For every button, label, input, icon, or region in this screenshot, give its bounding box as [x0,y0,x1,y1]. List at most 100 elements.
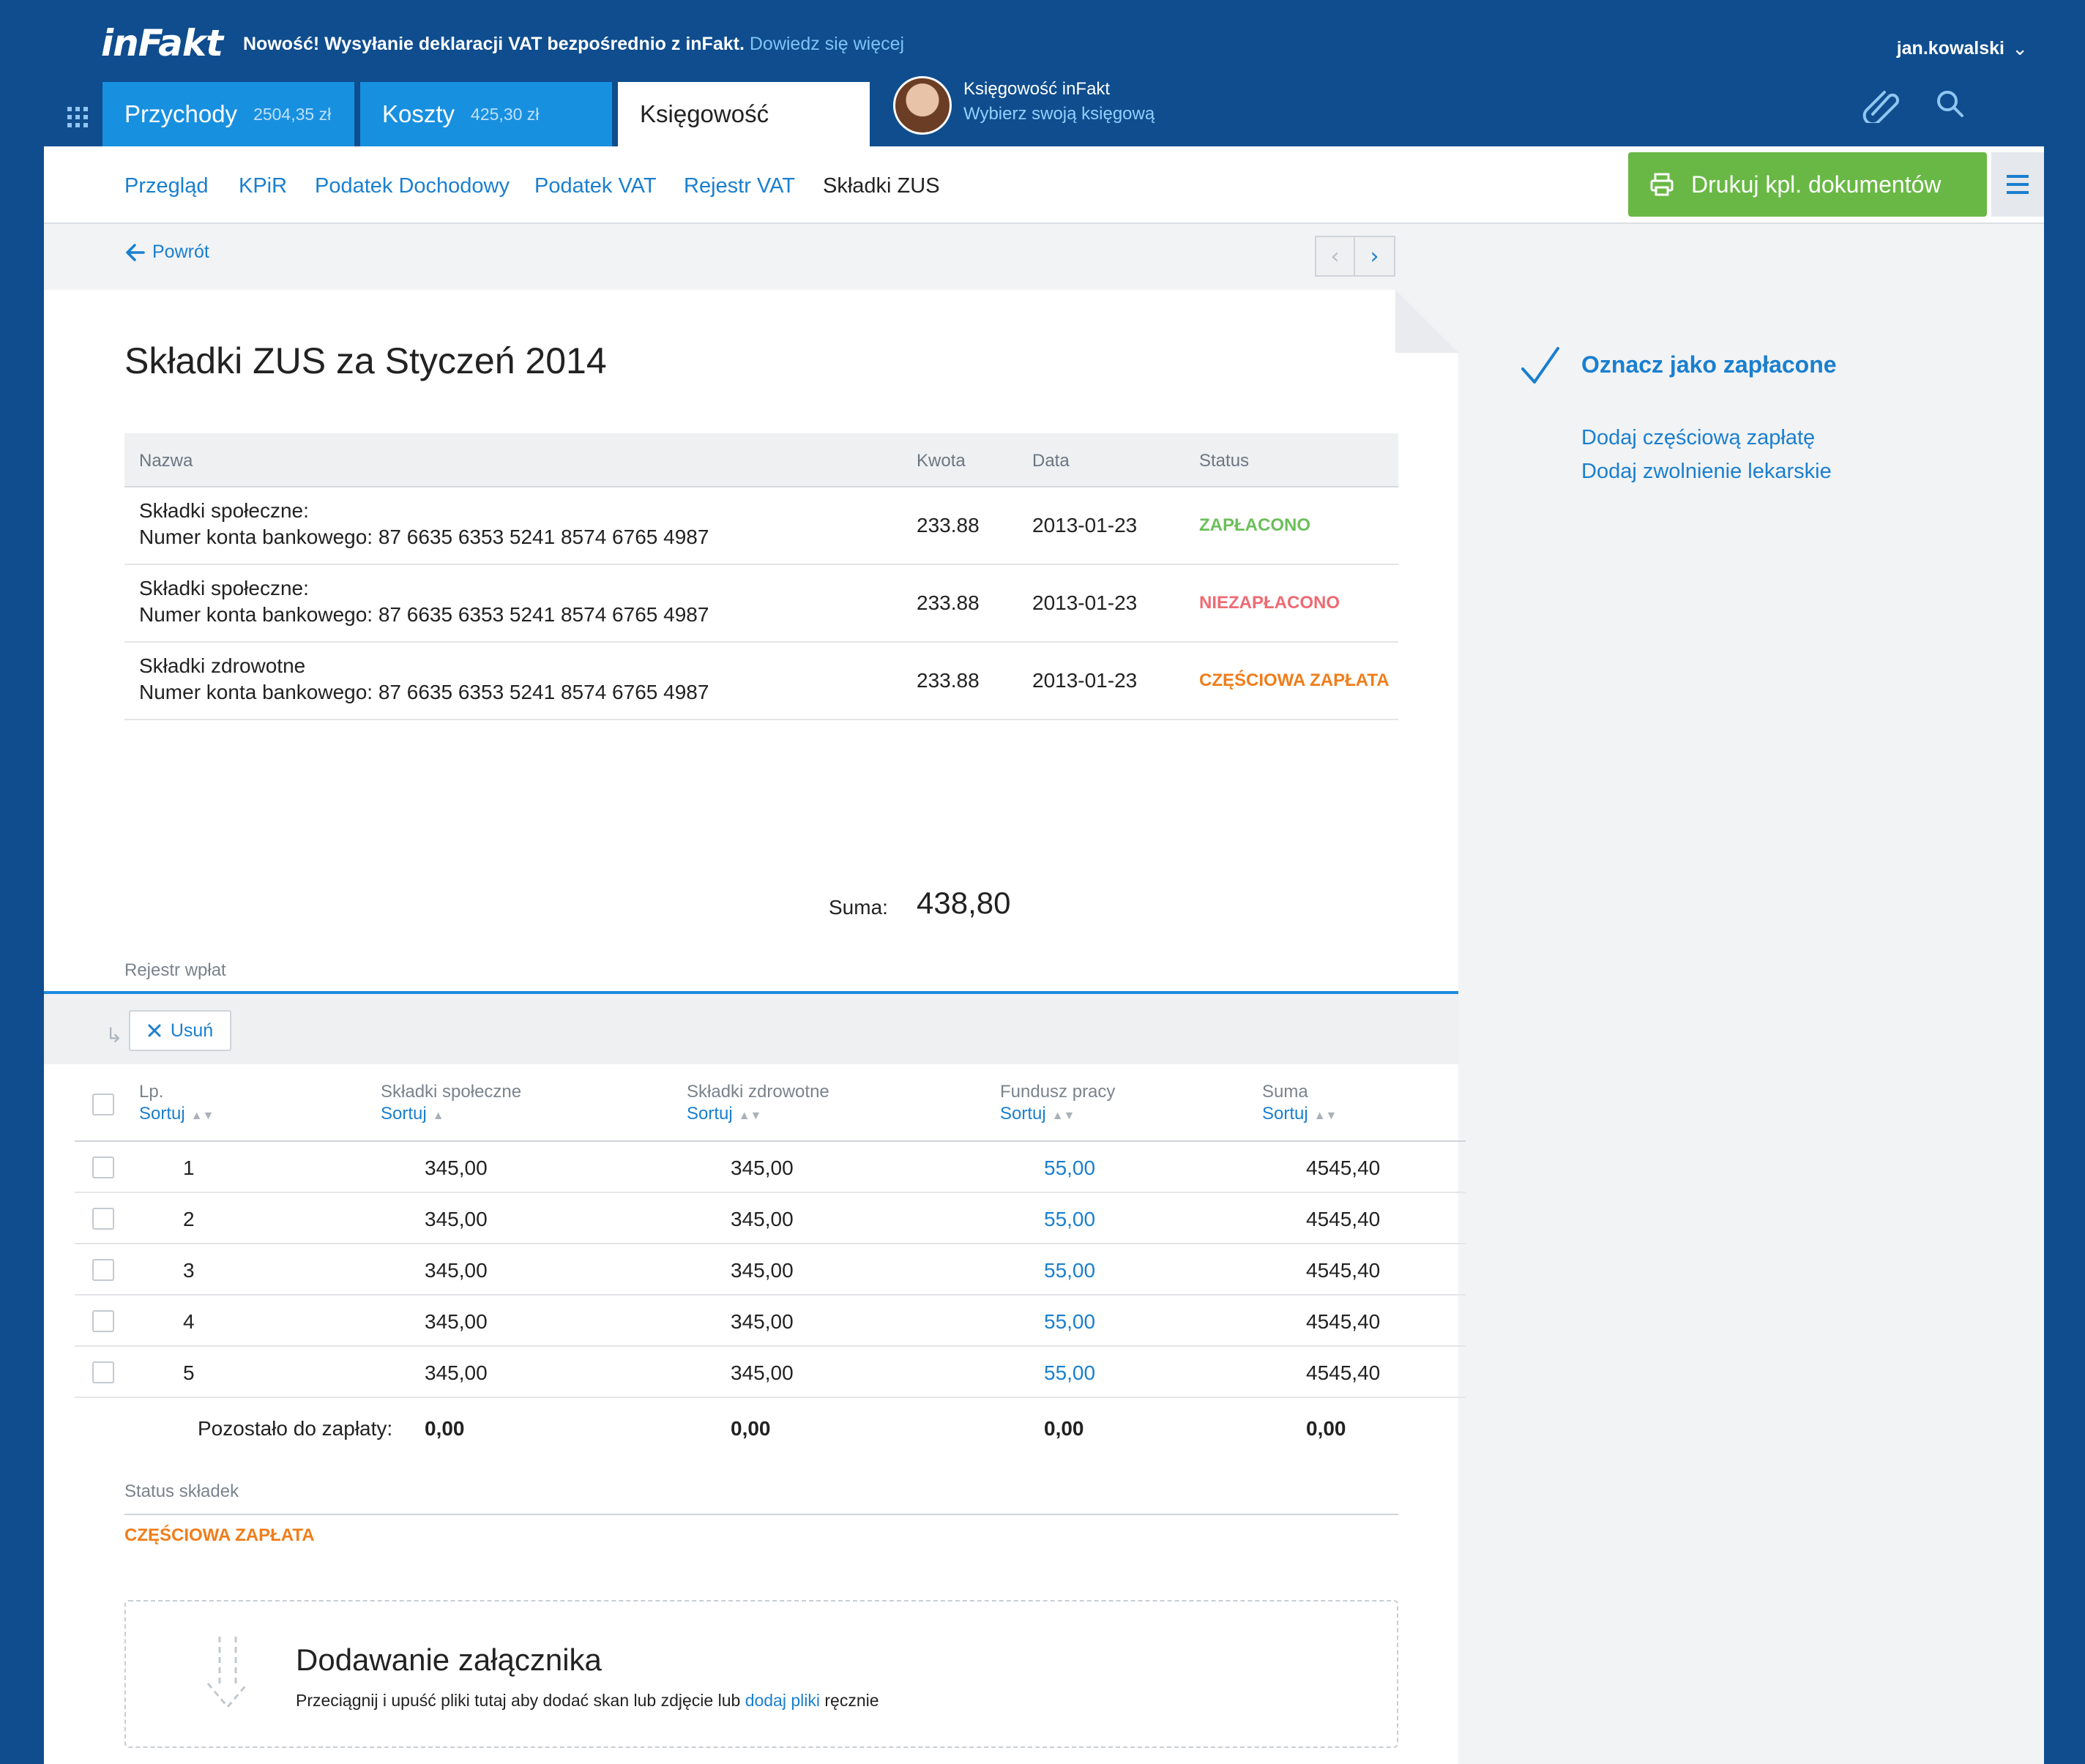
sort-label: Sortuj [1262,1104,1308,1124]
checkmark-icon[interactable] [1518,344,1562,388]
subnav-podatek-vat[interactable]: Podatek VAT [534,174,657,198]
remaining-fund: 0,00 [1044,1417,1084,1440]
remove-button[interactable]: Usuń [129,1010,231,1051]
sort-health[interactable]: Sortuj ▲▼ [687,1104,761,1124]
search-icon[interactable] [1933,86,1969,123]
cell-fund-link[interactable]: 55,00 [1044,1310,1096,1333]
cell-social: 345,00 [425,1156,488,1179]
sort-sum[interactable]: Sortuj ▲▼ [1262,1104,1337,1124]
subnav-kpir[interactable]: KPiR [239,174,288,198]
row-checkbox[interactable] [92,1361,114,1383]
attachment-title: Dodawanie załącznika [296,1642,602,1677]
select-all-checkbox[interactable] [92,1094,114,1115]
chevron-down-icon[interactable]: ⌄ [2012,38,2028,60]
table-row: 4 345,00 345,00 55,00 4545,40 [75,1296,1466,1347]
tab-amount: 425,30 zł [471,104,540,124]
add-sick-leave-link[interactable]: Dodaj zwolnienie lekarskie [1581,460,1832,483]
tab-przychody[interactable]: Przychody 2504,35 zł [102,82,354,146]
cell-lp: 3 [183,1259,195,1282]
cell-lp: 1 [183,1156,195,1179]
payments-table-header: Lp. Sortuj ▲▼ Składki społeczne Sortuj ▲ S… [75,1064,1466,1142]
user-menu[interactable]: jan.kowalski [1896,38,2004,59]
cell-lp: 5 [183,1361,195,1384]
sort-caret-icon: ▲▼ [1051,1110,1075,1122]
attachment-description: Przeciągnij i upuść pliki tutaj aby doda… [296,1691,879,1711]
subnav-podatek-dochodowy[interactable]: Podatek Dochodowy [315,174,510,198]
cell-fund-link[interactable]: 55,00 [1044,1361,1096,1384]
cell-fund-link[interactable]: 55,00 [1044,1156,1096,1179]
sort-caret-icon: ▲▼ [190,1110,215,1122]
paperclip-icon[interactable] [1860,86,1903,123]
sort-social[interactable]: Sortuj ▲ [381,1104,444,1124]
table-row: Składki społeczne: Numer konta bankowego… [124,487,1398,565]
back-link[interactable]: Powrót [124,242,209,263]
row-amount: 233.88 [917,514,980,537]
top-bar: inFakt Nowość! Wysyłanie deklaracji VAT … [0,0,2085,146]
tab-label: Koszty [382,100,455,127]
sort-label: Sortuj [687,1104,733,1124]
chevron-left-icon[interactable]: ‹ [1315,236,1355,277]
news-more-link[interactable]: Dowiedz się więcej [749,34,905,54]
sort-label: Sortuj [381,1104,427,1124]
row-amount: 233.88 [917,669,980,692]
sort-caret-icon: ▲▼ [1313,1110,1338,1122]
back-label: Powrót [152,242,209,262]
status-badge: NIEZAPŁACONO [1199,593,1340,613]
sub-navigation: Przegląd KPiR Podatek Dochodowy Podatek … [44,146,2044,224]
header-social: Składki społeczne [381,1082,522,1102]
cell-fund-link[interactable]: 55,00 [1044,1259,1096,1282]
table-row: 5 345,00 345,00 55,00 4545,40 [75,1347,1466,1398]
status-badge: CZĘŚCIOWA ZAPŁATA [124,1525,315,1545]
print-documents-button[interactable]: Drukuj kpl. dokumentów [1628,152,1987,217]
apps-grid-icon[interactable] [67,107,88,127]
row-name: Składki społeczne: [139,499,309,522]
row-account: Numer konta bankowego: 87 6635 6353 5241… [139,526,709,548]
row-account: Numer konta bankowego: 87 6635 6353 5241… [139,681,709,703]
attachment-dropzone[interactable]: Dodawanie załącznika Przeciągnij i upuść… [124,1600,1398,1748]
cell-health: 345,00 [731,1259,794,1282]
cell-health: 345,00 [731,1310,794,1333]
tab-koszty[interactable]: Koszty 425,30 zł [360,82,612,146]
header-status: Status [1199,451,1250,471]
close-icon [148,1024,161,1037]
subnav-skladki-zus[interactable]: Składki ZUS [823,174,940,198]
status-badge: CZĘŚCIOWA ZAPŁATA [1199,670,1390,690]
table-row: Składki zdrowotne Numer konta bankowego:… [124,643,1398,720]
table-row: 1 345,00 345,00 55,00 4545,40 [75,1142,1466,1193]
choose-accountant-link[interactable]: Wybierz swoją księgową [963,104,1155,124]
row-name: Składki społeczne: [139,577,309,599]
mark-as-paid-link[interactable]: Oznacz jako zapłacone [1581,351,1837,378]
remove-label: Usuń [170,1020,214,1041]
row-date: 2013-01-23 [1032,591,1138,614]
cell-social: 345,00 [425,1310,488,1333]
hamburger-menu-icon[interactable] [1991,152,2044,217]
cell-health: 345,00 [731,1156,794,1179]
cell-fund-link[interactable]: 55,00 [1044,1208,1096,1230]
row-checkbox[interactable] [92,1208,114,1230]
remaining-health: 0,00 [731,1417,771,1440]
header-sum: Suma [1262,1082,1308,1102]
divider [124,1514,1398,1515]
row-checkbox[interactable] [92,1310,114,1332]
row-date: 2013-01-23 [1032,669,1138,692]
infakt-logo[interactable]: inFakt [101,22,223,64]
row-checkbox[interactable] [92,1259,114,1281]
remaining-label: Pozostało do zapłaty: [198,1417,393,1440]
remaining-row: Pozostało do zapłaty: 0,00 0,00 0,00 0,0… [75,1398,1466,1457]
tab-ksiegowosc[interactable]: Księgowość [618,82,870,146]
sort-lp[interactable]: Sortuj ▲▼ [139,1104,214,1124]
sum-label: Suma: [829,896,888,919]
cell-social: 345,00 [425,1259,488,1282]
page-title: Składki ZUS za Styczeń 2014 [124,340,607,381]
add-files-link[interactable]: dodaj pliki [745,1691,820,1710]
tab-amount: 2504,35 zł [253,104,332,124]
sort-fund[interactable]: Sortuj ▲▼ [1000,1104,1075,1124]
chevron-right-icon[interactable]: › [1355,236,1395,277]
add-partial-payment-link[interactable]: Dodaj częściową zapłatę [1581,426,1816,449]
zus-table: Nazwa Kwota Data Status Składki społeczn… [124,433,1398,720]
subnav-rejestr-vat[interactable]: Rejestr VAT [684,174,796,198]
subnav-przeglad[interactable]: Przegląd [124,174,209,198]
row-checkbox[interactable] [92,1156,114,1178]
accountant-avatar[interactable] [893,76,952,135]
sort-caret-icon: ▲▼ [738,1110,762,1122]
